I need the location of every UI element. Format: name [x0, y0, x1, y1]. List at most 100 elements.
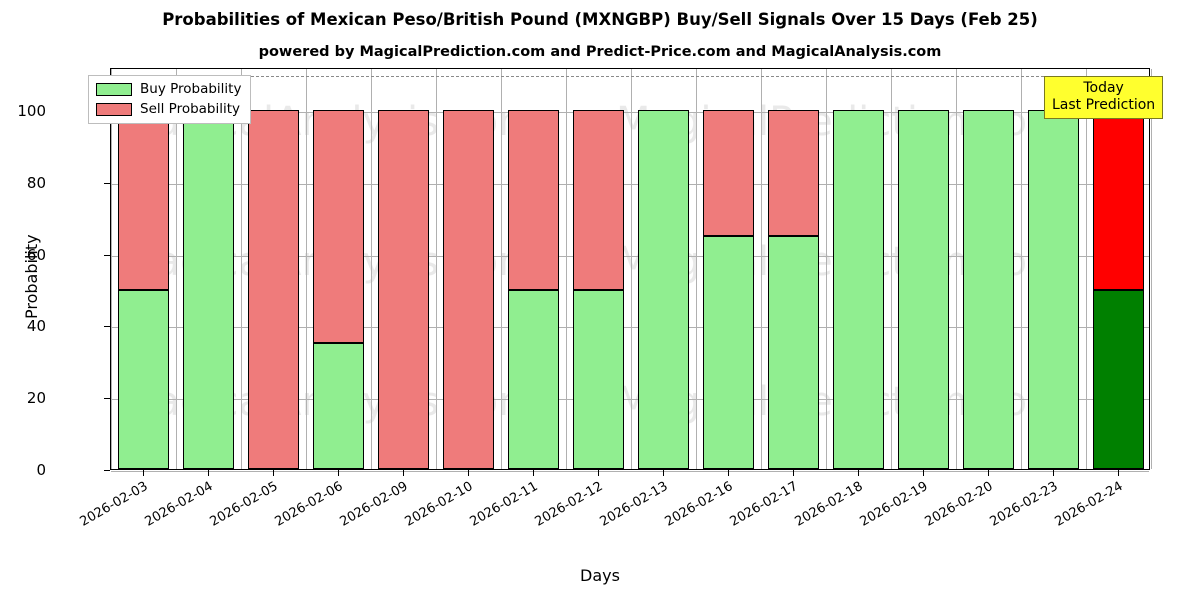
bar-segment-buy[interactable] [898, 110, 949, 469]
reference-dashed-line [111, 76, 1149, 78]
bar-segment-sell[interactable] [573, 110, 624, 290]
legend-swatch-sell [96, 102, 132, 116]
y-axis-tick-label: 0 [36, 461, 46, 479]
bar-stack[interactable] [508, 67, 559, 469]
gridline-vertical [241, 69, 242, 469]
legend-label-buy: Buy Probability [140, 81, 242, 97]
bar-segment-buy[interactable] [703, 235, 754, 469]
bar-stack[interactable] [963, 67, 1014, 469]
bar-segment-buy[interactable] [573, 289, 624, 469]
chart-title: Probabilities of Mexican Peso/British Po… [162, 10, 1038, 29]
bar-segment-buy[interactable] [1093, 289, 1144, 469]
x-axis-tick-mark [1117, 470, 1119, 476]
bar-stack[interactable] [898, 67, 949, 469]
bar-segment-buy[interactable] [638, 110, 689, 469]
chart-legend: Buy Probability Sell Probability [88, 75, 252, 124]
y-axis-tick-label: 60 [26, 245, 46, 264]
bar-stack[interactable] [443, 67, 494, 469]
plot-area: MagicalAnalysis.comMagicalPrediction.com… [110, 68, 1152, 472]
bar-stack[interactable] [118, 67, 169, 469]
gridline-horizontal [111, 471, 1149, 472]
bar-stack[interactable] [248, 67, 299, 469]
bar-stack[interactable] [768, 67, 819, 469]
bar-segment-sell[interactable] [118, 110, 169, 290]
y-axis-tick-mark [104, 326, 110, 328]
bars-layer [111, 69, 1149, 469]
x-axis-tick-mark [142, 470, 144, 476]
x-axis-tick-mark [532, 470, 534, 476]
x-axis-tick-mark [857, 470, 859, 476]
x-axis-tick-mark [597, 470, 599, 476]
gridline-vertical [891, 69, 892, 469]
gridline-vertical [956, 69, 957, 469]
y-axis-label: Probability [22, 234, 41, 319]
y-axis-tick-label: 20 [26, 389, 46, 408]
gridline-vertical [566, 69, 567, 469]
bar-segment-buy[interactable] [963, 110, 1014, 469]
chart-subtitle: powered by MagicalPrediction.com and Pre… [258, 44, 942, 60]
bar-stack[interactable] [573, 67, 624, 469]
bar-segment-sell[interactable] [508, 110, 559, 290]
bar-segment-sell[interactable] [378, 110, 429, 469]
gridline-horizontal [111, 327, 1149, 329]
bar-stack[interactable] [1028, 67, 1079, 469]
gridline-horizontal [111, 112, 1149, 114]
bar-stack[interactable] [378, 67, 429, 469]
gridline-vertical [306, 69, 307, 469]
today-annotation-line2: Last Prediction [1052, 97, 1156, 114]
legend-label-sell: Sell Probability [140, 101, 241, 117]
legend-item-buy: Buy Probability [96, 81, 241, 97]
gridline-vertical [1151, 69, 1152, 469]
bar-segment-buy[interactable] [118, 289, 169, 469]
x-axis-tick-mark [727, 470, 729, 476]
gridline-vertical [696, 69, 697, 469]
y-axis-tick-mark [104, 182, 110, 184]
bar-stack[interactable] [703, 67, 754, 469]
bar-segment-buy[interactable] [1028, 110, 1079, 469]
bar-stack[interactable] [313, 67, 364, 469]
bar-segment-buy[interactable] [183, 110, 234, 469]
bar-segment-sell[interactable] [768, 110, 819, 236]
x-axis-tick-mark [662, 470, 664, 476]
x-axis-tick-mark [272, 470, 274, 476]
bar-segment-sell[interactable] [1093, 110, 1144, 290]
gridline-vertical [826, 69, 827, 469]
x-axis-tick-mark [402, 470, 404, 476]
today-annotation: Today Last Prediction [1044, 76, 1164, 120]
y-axis-tick-mark [104, 254, 110, 256]
gridline-horizontal [111, 183, 1149, 185]
bar-stack[interactable] [183, 67, 234, 469]
bar-segment-buy[interactable] [508, 289, 559, 469]
bar-segment-sell[interactable] [443, 110, 494, 469]
gridline-horizontal [111, 255, 1149, 257]
legend-item-sell: Sell Probability [96, 101, 241, 117]
bar-stack[interactable] [638, 67, 689, 469]
gridline-vertical [111, 69, 112, 469]
gridline-vertical [436, 69, 437, 469]
x-axis-label: Days [580, 566, 620, 585]
y-axis-tick-label: 40 [26, 317, 46, 336]
bar-segment-sell[interactable] [703, 110, 754, 236]
x-axis-tick-mark [207, 470, 209, 476]
y-axis-tick-label: 100 [17, 102, 46, 121]
bar-segment-buy[interactable] [768, 235, 819, 469]
y-axis-tick-mark [104, 398, 110, 400]
bar-segment-sell[interactable] [313, 110, 364, 344]
gridline-vertical [1021, 69, 1022, 469]
y-axis-tick-label: 80 [26, 173, 46, 192]
gridline-horizontal [111, 399, 1149, 401]
today-annotation-line1: Today [1083, 80, 1124, 96]
bar-segment-buy[interactable] [833, 110, 884, 469]
bar-segment-sell[interactable] [248, 110, 299, 469]
x-axis-tick-mark [337, 470, 339, 476]
gridline-vertical [371, 69, 372, 469]
bar-segment-buy[interactable] [313, 343, 364, 469]
gridline-vertical [501, 69, 502, 469]
x-axis-tick-mark [467, 470, 469, 476]
gridline-vertical [761, 69, 762, 469]
bar-stack[interactable] [833, 67, 884, 469]
gridline-vertical [1086, 69, 1087, 469]
bar-stack[interactable] [1093, 67, 1144, 469]
x-axis-tick-mark [922, 470, 924, 476]
